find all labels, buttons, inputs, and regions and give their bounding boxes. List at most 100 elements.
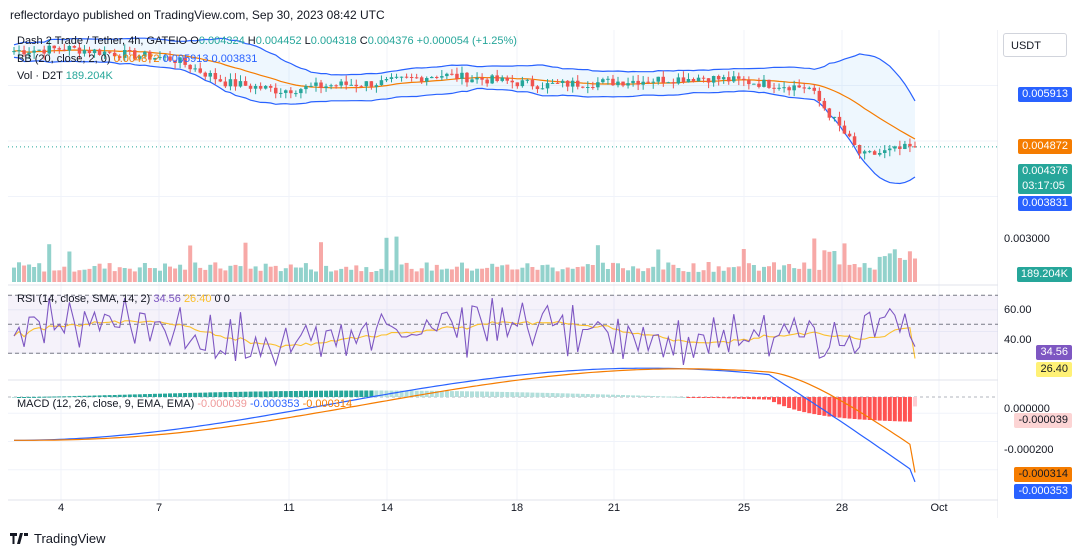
candle-body	[686, 79, 691, 83]
candle-body	[128, 50, 132, 51]
volume-bar	[736, 266, 741, 282]
candle-body	[495, 75, 499, 81]
candle-body	[480, 77, 484, 80]
macd-histogram-bar	[545, 392, 550, 397]
candle-body	[223, 81, 228, 87]
volume-bar	[384, 237, 389, 282]
volume-bar	[238, 266, 243, 282]
volume-bar	[661, 269, 666, 282]
rsi-value-label: 34.56	[1036, 345, 1072, 360]
chart-frame[interactable]: 4 7 11 14 18 21 25 28 Oct	[8, 30, 999, 518]
macd-histogram-bar	[379, 390, 384, 397]
volume-bar	[112, 271, 117, 282]
macd-histogram-bar	[696, 397, 701, 398]
vol-legend[interactable]: Vol · D2T 189.204K	[17, 70, 113, 82]
macd-histogram-bar	[72, 396, 77, 398]
volume-bar	[364, 267, 369, 282]
volume-bar	[173, 268, 178, 282]
volume-bar	[787, 264, 792, 282]
symbol-legend[interactable]: Dash 2 Trade / Tether, 4h, GATEIO O0.004…	[17, 35, 517, 47]
price-axis[interactable]: 0.003000 0.005913 0.004872 0.004376 03:17:05…	[1000, 30, 1072, 518]
volume-bar	[62, 266, 67, 282]
candle-body	[77, 47, 82, 54]
candle-body	[289, 90, 293, 94]
chart-svg[interactable]: 4 7 11 14 18 21 25 28 Oct	[8, 30, 999, 518]
volume-bar	[595, 245, 600, 282]
volume-bar	[696, 271, 701, 282]
macd-histogram-bar	[711, 397, 716, 398]
macd-histogram-bar	[319, 390, 323, 397]
volume-bar	[178, 264, 183, 282]
candle-body	[701, 77, 706, 79]
macd-histogram-bar	[27, 396, 32, 398]
candle-body	[112, 52, 117, 57]
volume-bar	[82, 269, 87, 282]
volume-bar	[57, 270, 62, 282]
macd-histogram-bar	[782, 397, 787, 407]
rsi-value: 34.56	[153, 293, 181, 305]
candle-body	[671, 82, 676, 84]
candle-body	[530, 79, 535, 87]
volume-bar	[339, 268, 344, 282]
volume-bar	[334, 270, 339, 282]
currency-button[interactable]: USDT	[1003, 33, 1067, 57]
volume-bar	[47, 244, 52, 282]
volume-bar	[822, 250, 827, 282]
macd-histogram-bar	[827, 397, 832, 417]
candle-body	[485, 79, 489, 84]
candle-body	[872, 151, 877, 155]
volume-bar	[545, 264, 550, 282]
volume-bar	[676, 268, 681, 282]
candle-body	[47, 45, 51, 54]
volume-bar	[716, 266, 721, 282]
candle-body	[555, 82, 560, 84]
candle-body	[505, 77, 509, 81]
macd-histogram-bar	[112, 395, 117, 398]
candle-body	[228, 79, 233, 87]
macd-histogram-bar	[314, 390, 318, 398]
macd-histogram-bar	[817, 397, 822, 415]
macd-histogram-bar	[454, 391, 459, 397]
candle-body	[82, 50, 87, 54]
macd-histogram-bar	[253, 391, 258, 397]
macd-histogram-bar	[17, 397, 21, 398]
candle-body	[822, 100, 827, 109]
macd-histogram-bar	[349, 390, 354, 398]
candle-body	[852, 136, 857, 145]
candle-body	[435, 77, 439, 78]
time-axis-label: 21	[608, 502, 620, 514]
candle-body	[274, 87, 278, 94]
candle-body	[827, 108, 832, 118]
volume-bar	[460, 262, 464, 282]
macd-histogram-bar	[746, 397, 751, 399]
volume-bar	[208, 264, 213, 282]
candle-body	[324, 86, 328, 88]
rsi-legend[interactable]: RSI (14, close, SMA, 14, 2) 34.56 26.40 …	[17, 293, 230, 305]
candle-body	[450, 73, 454, 75]
last-price-label: 0.004376 03:17:05	[1018, 164, 1072, 194]
macd-histogram-bar	[334, 390, 339, 397]
macd-histogram-bar	[218, 392, 223, 397]
macd-histogram-bar	[762, 397, 766, 400]
macd-histogram-bar	[706, 397, 711, 398]
candle-body	[596, 82, 600, 88]
volume-bar	[656, 249, 661, 282]
macd-histogram-bar	[258, 391, 263, 398]
macd-histogram-bar	[122, 394, 127, 397]
bb-legend[interactable]: BB (20, close, 2, 0) 0.004872 0.005913 0…	[17, 53, 257, 65]
macd-histogram-bar	[22, 397, 27, 398]
candle-body	[691, 79, 696, 82]
candle-body	[606, 78, 610, 80]
volume-bar	[495, 266, 500, 282]
macd-histogram-bar	[666, 396, 671, 398]
candle-body	[364, 81, 369, 87]
macd-histogram-bar	[611, 394, 615, 397]
time-axis-label: 11	[283, 502, 294, 514]
macd-histogram-bar	[394, 390, 399, 397]
macd-histogram-bar	[475, 391, 480, 397]
macd-legend[interactable]: MACD (12, 26, close, 9, EMA, EMA) -0.000…	[17, 398, 352, 410]
candle-body	[867, 151, 872, 153]
macd-histogram-bar	[902, 397, 907, 422]
candle-body	[792, 85, 796, 91]
candle-body	[319, 82, 323, 88]
